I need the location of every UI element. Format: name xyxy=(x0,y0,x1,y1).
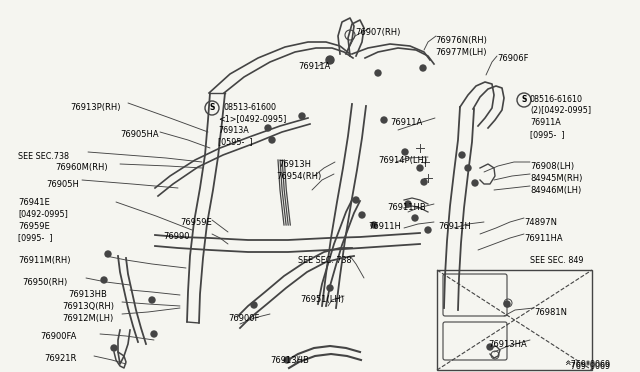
Text: 76913HA: 76913HA xyxy=(488,340,527,349)
Circle shape xyxy=(487,344,493,350)
Circle shape xyxy=(149,297,155,303)
Circle shape xyxy=(111,345,117,351)
Circle shape xyxy=(459,152,465,158)
Text: SEE SEC. 849: SEE SEC. 849 xyxy=(530,256,584,265)
Circle shape xyxy=(299,113,305,119)
Circle shape xyxy=(504,301,510,307)
Text: 74897N: 74897N xyxy=(524,218,557,227)
Text: 76981N: 76981N xyxy=(534,308,567,317)
Circle shape xyxy=(412,215,418,221)
Text: 76906F: 76906F xyxy=(497,54,529,63)
Text: 76912M(LH): 76912M(LH) xyxy=(62,314,113,323)
Text: [0492-0995]: [0492-0995] xyxy=(18,209,68,218)
Text: 84946M(LH): 84946M(LH) xyxy=(530,186,581,195)
Text: 76977M(LH): 76977M(LH) xyxy=(435,48,486,57)
Text: <1>[0492-0995]: <1>[0492-0995] xyxy=(218,114,286,123)
Circle shape xyxy=(269,137,275,143)
Text: 76954(RH): 76954(RH) xyxy=(276,172,321,181)
Text: ^769*0069: ^769*0069 xyxy=(564,362,610,371)
Text: 76921R: 76921R xyxy=(44,354,76,363)
Circle shape xyxy=(327,285,333,291)
Text: 76911A: 76911A xyxy=(390,118,422,127)
Circle shape xyxy=(465,165,471,171)
Circle shape xyxy=(371,222,377,228)
Text: 76907(RH): 76907(RH) xyxy=(355,28,401,37)
Text: S: S xyxy=(522,96,527,105)
Circle shape xyxy=(359,212,365,218)
Circle shape xyxy=(421,179,427,185)
Circle shape xyxy=(402,149,408,155)
Text: 76911H: 76911H xyxy=(438,222,471,231)
Text: 84945M(RH): 84945M(RH) xyxy=(530,174,582,183)
Text: [0995-  ]: [0995- ] xyxy=(530,130,564,139)
Text: 76905HA: 76905HA xyxy=(120,130,159,139)
Text: ^769*0069: ^769*0069 xyxy=(564,360,610,369)
Text: 76913P(RH): 76913P(RH) xyxy=(70,103,120,112)
Text: 76976N(RH): 76976N(RH) xyxy=(435,36,487,45)
Text: SEE SEC. 738: SEE SEC. 738 xyxy=(298,256,351,265)
Circle shape xyxy=(425,227,431,233)
Text: 76911HA: 76911HA xyxy=(524,234,563,243)
Text: 76911A: 76911A xyxy=(530,118,561,127)
Text: 76911HB: 76911HB xyxy=(387,203,426,212)
Circle shape xyxy=(284,357,290,363)
Bar xyxy=(437,270,592,370)
Text: 76913H: 76913H xyxy=(278,160,311,169)
Text: 76950(RH): 76950(RH) xyxy=(22,278,67,287)
Text: 76913HB: 76913HB xyxy=(68,290,107,299)
Text: 76905H: 76905H xyxy=(46,180,79,189)
Circle shape xyxy=(375,70,381,76)
Circle shape xyxy=(405,201,411,207)
Circle shape xyxy=(105,251,111,257)
Circle shape xyxy=(151,331,157,337)
Text: 08516-61610: 08516-61610 xyxy=(530,95,583,104)
Text: 76959E: 76959E xyxy=(18,222,50,231)
Text: 76908(LH): 76908(LH) xyxy=(530,162,574,171)
Text: SEE SEC.738: SEE SEC.738 xyxy=(18,152,69,161)
Text: 76914P(LH): 76914P(LH) xyxy=(378,156,427,165)
Text: 76960M(RH): 76960M(RH) xyxy=(55,163,108,172)
Text: 76990: 76990 xyxy=(163,232,189,241)
Circle shape xyxy=(353,197,359,203)
Text: S: S xyxy=(209,103,214,112)
Circle shape xyxy=(472,180,478,186)
Text: (2)[0492-0995]: (2)[0492-0995] xyxy=(530,106,591,115)
Text: 76913A: 76913A xyxy=(218,126,249,135)
Text: 76911H: 76911H xyxy=(368,222,401,231)
Text: 76913Q(RH): 76913Q(RH) xyxy=(62,302,114,311)
Circle shape xyxy=(101,277,107,283)
Text: 76900FA: 76900FA xyxy=(40,332,76,341)
Circle shape xyxy=(381,117,387,123)
Circle shape xyxy=(251,302,257,308)
Circle shape xyxy=(417,165,423,171)
Text: 76913HB: 76913HB xyxy=(270,356,309,365)
Text: [0595-  ]: [0595- ] xyxy=(218,137,253,146)
Text: [0995-  ]: [0995- ] xyxy=(18,233,52,242)
Text: 76911A: 76911A xyxy=(298,62,330,71)
Text: 08513-61600: 08513-61600 xyxy=(224,103,277,112)
Text: 76900F: 76900F xyxy=(228,314,259,323)
Text: 76941E: 76941E xyxy=(18,198,50,207)
Circle shape xyxy=(326,56,334,64)
Text: 76911M(RH): 76911M(RH) xyxy=(18,256,70,265)
Text: 76951(LH): 76951(LH) xyxy=(300,295,344,304)
Text: 76959E: 76959E xyxy=(180,218,212,227)
Circle shape xyxy=(420,65,426,71)
Circle shape xyxy=(265,125,271,131)
